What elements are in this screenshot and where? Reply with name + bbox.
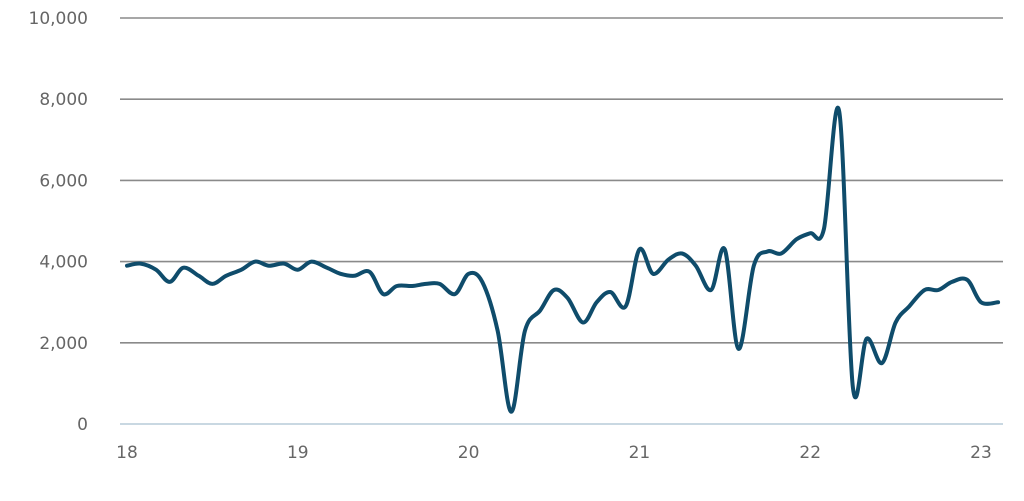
- y-tick-label: 10,000: [29, 9, 88, 29]
- y-tick-label: 4,000: [39, 253, 88, 273]
- series-line: [125, 105, 1001, 414]
- x-tick-label: 22: [799, 443, 821, 463]
- x-axis-ticks: 18 19 20 21 22 23: [116, 443, 992, 463]
- x-tick-label: 20: [458, 443, 480, 463]
- y-axis-ticks: 0 2,000 4,000 6,000 8,000 10,000: [29, 9, 88, 435]
- gridlines: [120, 17, 1003, 425]
- x-tick-label: 21: [629, 443, 651, 463]
- x-tick-label: 19: [287, 443, 309, 463]
- x-tick-label: 18: [116, 443, 138, 463]
- y-tick-label: 6,000: [39, 171, 88, 191]
- x-tick-label: 23: [970, 443, 992, 463]
- y-tick-label: 8,000: [39, 90, 88, 110]
- y-tick-label: 2,000: [39, 334, 88, 354]
- series-group: [125, 105, 1001, 414]
- y-tick-label: 0: [77, 415, 88, 435]
